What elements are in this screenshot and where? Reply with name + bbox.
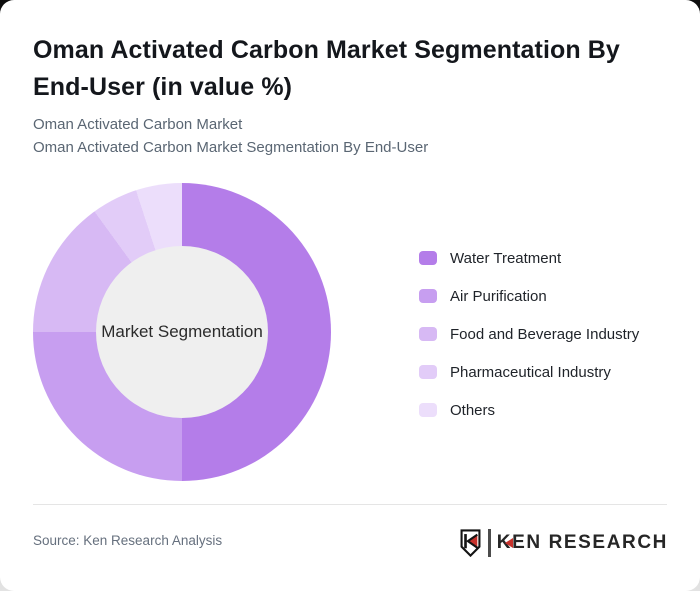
page-subtitle-line2: Oman Activated Carbon Market Segmentatio… [33,139,429,156]
logo-text-rest: EN RESEARCH [512,532,668,553]
page-subtitle-line1: Oman Activated Carbon Market [33,116,243,133]
legend-swatch [419,403,437,417]
page-title: Oman Activated Carbon Market Segmentatio… [33,32,658,106]
legend-label: Air Purification [450,287,547,305]
footer-divider [33,504,667,505]
ken-research-logo: K EN RESEARCH [460,527,668,559]
source-note: Source: Ken Research Analysis [33,533,223,548]
legend-swatch [419,327,437,341]
page-subtitle: Oman Activated Carbon Market Oman Activa… [33,113,658,159]
legend-label: Food and Beverage Industry [450,325,640,343]
logo-separator [488,529,491,557]
logo-text: K EN RESEARCH [497,532,668,554]
legend-item: Water Treatment [419,239,639,277]
legend-swatch [419,289,437,303]
donut-hole: Market Segmentation [96,246,268,418]
legend-item: Pharmaceutical Industry [419,353,639,391]
legend-item: Food and Beverage Industry [419,315,639,353]
legend-label: Water Treatment [450,249,562,267]
logo-red-triangle-icon [505,538,514,548]
page-title-line1: Oman Activated Carbon Market Segmentatio… [33,36,620,64]
legend-swatch [419,251,437,265]
legend-item: Others [419,391,639,429]
page-title-line2: End-User (in value %) [33,73,293,101]
chart-legend: Water Treatment Air Purification Food and … [419,239,639,429]
legend-swatch [419,365,437,379]
legend-label: Others [450,401,496,419]
legend-item: Air Purification [419,277,639,315]
donut-chart: Market Segmentation [33,183,331,481]
ken-research-shield-icon [460,529,481,557]
donut-center-label: Market Segmentation [101,322,263,341]
legend-label: Pharmaceutical Industry [450,363,611,381]
